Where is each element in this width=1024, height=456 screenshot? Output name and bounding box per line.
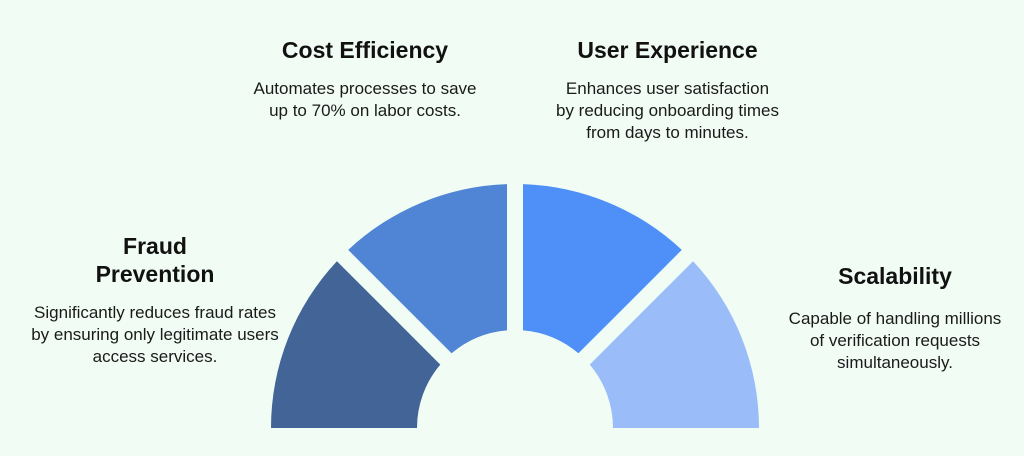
fraud-prevention-description: Significantly reduces fraud rates by ens… bbox=[31, 303, 279, 366]
user-experience-block: User Experience Enhances user satisfacti… bbox=[555, 36, 780, 144]
user-experience-description: Enhances user satisfaction by reducing o… bbox=[555, 79, 780, 142]
cost-efficiency-block: Cost Efficiency Automates processes to s… bbox=[245, 36, 485, 122]
scalability-block: Scalability Capable of handling millions… bbox=[785, 262, 1005, 374]
scalability-description: Capable of handling millions of verifica… bbox=[788, 309, 1002, 372]
segment-cost bbox=[348, 184, 508, 354]
segment-ux bbox=[522, 184, 682, 354]
segment-scal bbox=[589, 261, 759, 428]
cost-efficiency-description: Automates processes to save up to 70% on… bbox=[253, 79, 477, 120]
user-experience-title: User Experience bbox=[577, 37, 758, 63]
scalability-title: Scalability bbox=[838, 263, 952, 289]
cost-efficiency-title: Cost Efficiency bbox=[281, 37, 449, 63]
segment-fraud bbox=[271, 261, 441, 428]
fraud-prevention-title: Fraud Prevention bbox=[95, 233, 215, 287]
fraud-prevention-block: Fraud Prevention Significantly reduces f… bbox=[30, 232, 280, 368]
